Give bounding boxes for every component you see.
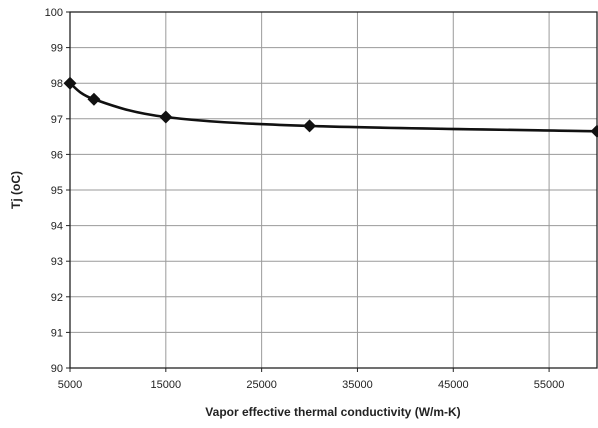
y-axis-title: Tj (oC) — [9, 171, 23, 209]
y-tick-label: 100 — [45, 7, 63, 19]
x-tick-label: 15000 — [151, 379, 182, 391]
data-point-marker — [63, 76, 77, 90]
x-axis-title: Vapor effective thermal conductivity (W/… — [205, 405, 460, 419]
y-tick-label: 98 — [51, 78, 63, 90]
y-tick-label: 96 — [51, 149, 63, 161]
y-tick-label: 92 — [51, 292, 63, 304]
x-tick-label: 35000 — [342, 379, 373, 391]
x-tick-label: 45000 — [438, 379, 469, 391]
x-tick-label: 5000 — [58, 379, 82, 391]
y-tick-label: 90 — [51, 363, 63, 375]
y-tick-label: 94 — [51, 221, 63, 233]
y-tick-label: 93 — [51, 256, 63, 268]
series-line — [69, 82, 598, 133]
x-tick-label: 55000 — [534, 379, 565, 391]
grid-lines — [70, 12, 597, 368]
data-series — [63, 76, 598, 138]
x-axis-ticks: 5000 15000 25000 35000 45000 55000 — [58, 368, 565, 391]
y-tick-label: 91 — [51, 327, 63, 339]
data-point-marker — [87, 92, 101, 106]
data-point-marker — [303, 119, 317, 133]
data-point-marker — [159, 110, 173, 124]
y-tick-label: 99 — [51, 43, 63, 55]
y-tick-label: 97 — [51, 114, 63, 126]
y-tick-label: 95 — [51, 185, 63, 197]
x-tick-label: 25000 — [246, 379, 277, 391]
data-point-marker — [590, 124, 598, 138]
y-axis-ticks: 90 91 92 93 94 95 96 97 98 99 100 — [45, 7, 70, 375]
